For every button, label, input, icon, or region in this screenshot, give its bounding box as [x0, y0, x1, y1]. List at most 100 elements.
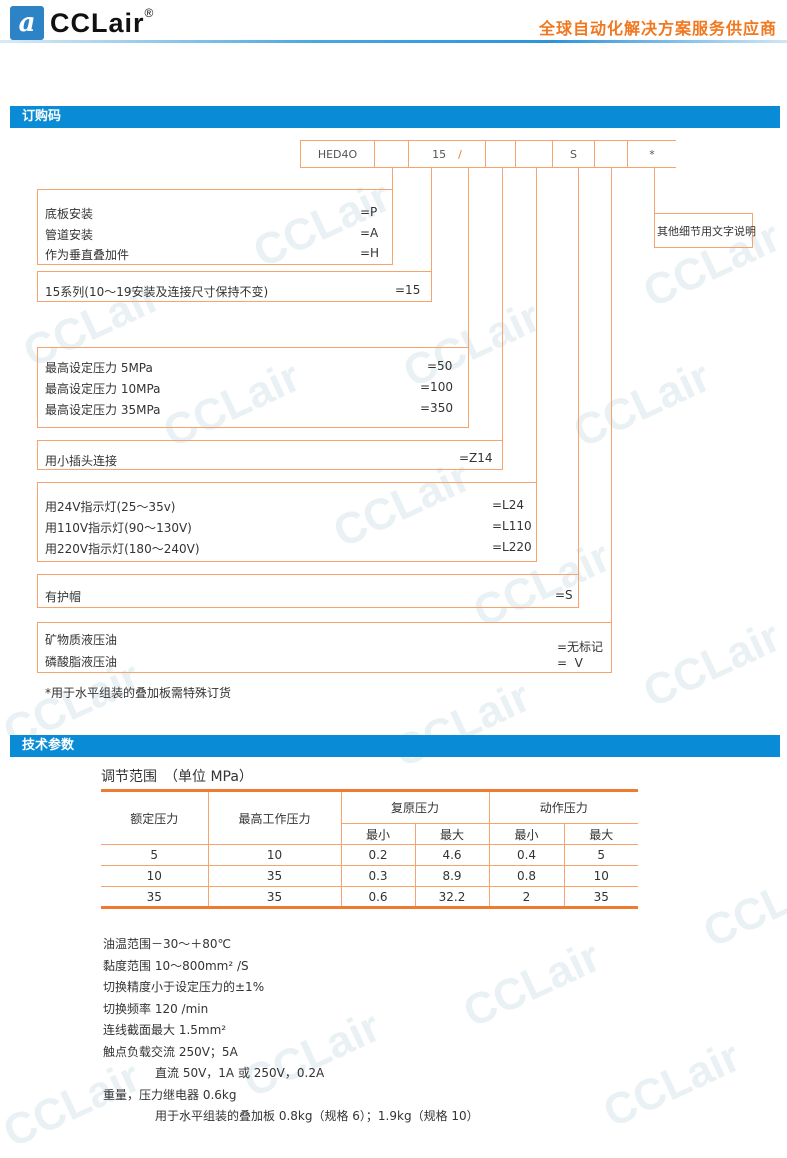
cell: 10 — [101, 865, 209, 887]
spec-line: 触点负载交流 250V；5A — [103, 1045, 238, 1059]
option-label: 矿物质液压油 — [45, 633, 118, 647]
connector-line — [654, 168, 655, 213]
cell: 35 — [207, 886, 342, 908]
option-box-mounting — [37, 189, 393, 265]
connector-line — [536, 168, 537, 482]
slogan: 全球自动化解决方案服务供应商 — [538, 19, 777, 38]
table-title: 调节范围 （单位 MPa） — [101, 769, 253, 785]
watermark: CCLair — [636, 611, 787, 718]
option-code: =H — [360, 246, 380, 260]
connector-line — [392, 168, 393, 189]
cell: 5 — [563, 844, 638, 866]
header-min: 最小 — [341, 823, 416, 845]
watermark: CCLair — [696, 851, 787, 958]
other-details-box — [654, 213, 753, 248]
spec-line: 切换频率 120 /min — [103, 1002, 209, 1016]
cell: 0.4 — [488, 844, 565, 866]
watermark: CCLair — [596, 1031, 748, 1138]
spec-line: 切换精度小于设定压力的±1% — [103, 980, 265, 994]
option-label: 最高设定压力 10MPa — [45, 382, 161, 396]
watermark: CCLair — [386, 671, 538, 778]
option-code: =A — [360, 226, 379, 240]
option-code: =无标记 — [557, 640, 604, 654]
connector-line — [468, 168, 469, 347]
cell: 5 — [101, 844, 209, 866]
option-code: =50 — [427, 359, 453, 373]
option-box-lamp — [37, 482, 537, 562]
cell: 35 — [563, 886, 638, 908]
cell: 32.2 — [414, 886, 490, 908]
option-label: 最高设定压力 35MPa — [45, 403, 161, 417]
option-code: =P — [360, 205, 378, 219]
cell: 4.6 — [414, 844, 490, 866]
option-label: 用110V指示灯(90～130V) — [45, 521, 192, 535]
cell: 0.6 — [340, 886, 416, 908]
table-row: 10 35 0.3 8.9 0.8 10 — [101, 865, 638, 887]
cell: 10 — [207, 844, 342, 866]
option-box-plug — [37, 440, 503, 470]
logo-mark-icon: a — [10, 6, 44, 40]
other-details-label: 其他细节用文字说明 — [657, 225, 756, 238]
logo-text: CCLair® — [50, 5, 155, 38]
header-max: 最大 — [563, 823, 638, 845]
cell: 0.3 — [340, 865, 416, 887]
section-title-tech: 技术参数 — [10, 735, 780, 757]
table-row: 5 10 0.2 4.6 0.4 5 — [101, 844, 638, 866]
option-label: 用小插头连接 — [45, 454, 118, 468]
option-label: 管道安装 — [45, 228, 94, 242]
footnote: *用于水平组装的叠加板需特殊订货 — [45, 686, 232, 700]
header-reset: 复原压力 — [340, 790, 490, 824]
spec-line: 黏度范围 10～800mm² /S — [103, 959, 249, 973]
logo: a CCLair® — [10, 6, 154, 40]
code-cell — [594, 140, 627, 168]
watermark: CCLair — [456, 931, 608, 1038]
pressure-table: 额定压力 最高工作压力 复原压力 动作压力 最小 最大 最小 最大 5 10 0.2… — [101, 789, 638, 909]
spec-line: 直流 50V，1A 或 250V，0.2A — [155, 1066, 325, 1080]
option-label: 有护帽 — [45, 590, 82, 604]
option-code: =Z14 — [459, 451, 493, 465]
header-max: 最大 — [414, 823, 490, 845]
code-cell — [485, 140, 515, 168]
table-row: 35 35 0.6 32.2 2 35 — [101, 886, 638, 908]
cell: 0.8 — [488, 865, 565, 887]
connector-line — [578, 168, 579, 574]
cell: 10 — [563, 865, 638, 887]
option-box-oil — [37, 622, 612, 673]
option-code: =S — [555, 588, 573, 602]
code-cell — [515, 140, 552, 168]
option-label: 15系列(10～19安装及连接尺寸保持不变) — [45, 285, 269, 299]
code-cell-model: HED4O — [300, 140, 374, 168]
spec-line: 用于水平组装的叠加板 0.8kg（规格 6）；1.9kg（规格 10） — [155, 1109, 479, 1123]
option-code: =L24 — [492, 498, 525, 512]
connector-line — [611, 168, 612, 622]
option-code: =100 — [420, 380, 453, 394]
watermark: CCLair — [566, 351, 718, 458]
code-cell-series: 15/ — [408, 140, 485, 168]
header-action: 动作压力 — [488, 790, 638, 824]
option-code: =15 — [395, 283, 421, 297]
header-divider — [0, 40, 787, 43]
cell: 35 — [207, 865, 342, 887]
code-cell-other: * — [627, 140, 676, 168]
cell: 8.9 — [414, 865, 490, 887]
connector-line — [502, 168, 503, 440]
header-max-work: 最高工作压力 — [207, 790, 342, 845]
cell: 35 — [101, 886, 209, 908]
spec-line: 重量，压力继电器 0.6kg — [103, 1088, 237, 1102]
spec-line: 连线截面最大 1.5mm² — [103, 1023, 227, 1037]
option-code: =L110 — [492, 519, 532, 533]
cell: 0.2 — [340, 844, 416, 866]
connector-line — [431, 168, 432, 271]
watermark: CCLair — [0, 1051, 148, 1158]
option-label: 最高设定压力 5MPa — [45, 361, 153, 375]
watermark: CCLair — [236, 1001, 388, 1108]
code-cell-cap: S — [552, 140, 594, 168]
option-label: 作为垂直叠加件 — [45, 248, 130, 262]
spec-line: 油温范围－30～＋80℃ — [103, 937, 232, 951]
option-label: 底板安装 — [45, 207, 94, 221]
header-rated: 额定压力 — [101, 790, 209, 845]
option-box-pressure — [37, 347, 469, 428]
option-label: 磷酸脂液压油 — [45, 655, 118, 669]
option-code: =L220 — [492, 540, 532, 554]
option-label: 用24V指示灯(25～35v) — [45, 500, 176, 514]
